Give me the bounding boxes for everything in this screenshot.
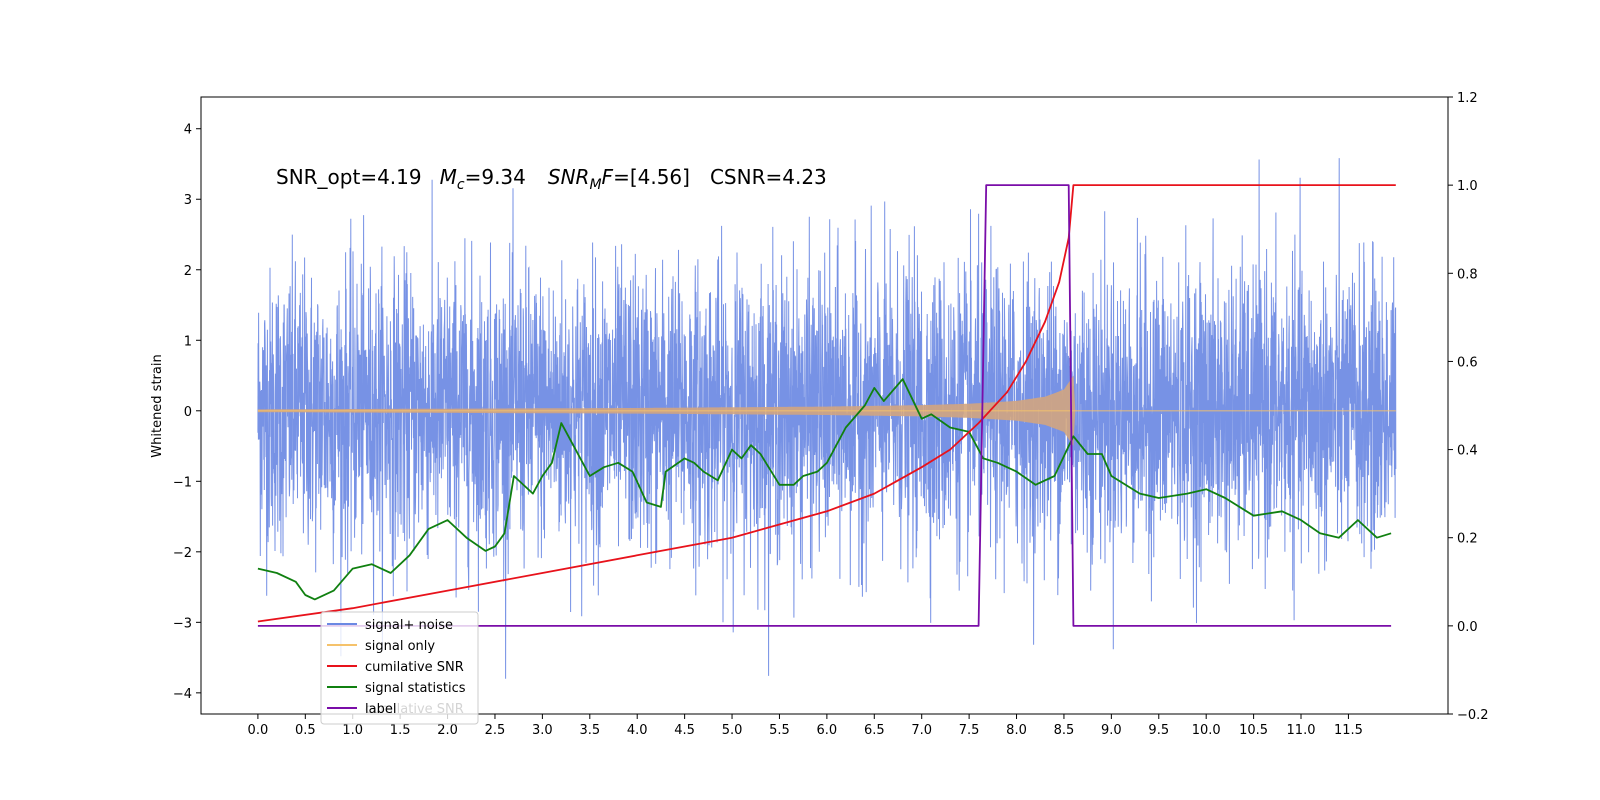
y-left-tick-label: 1 (184, 334, 192, 349)
y-right-tick-label: 0.2 (1457, 532, 1478, 547)
mc-subscript: c (457, 177, 465, 193)
x-tick-label: 7.0 (911, 723, 932, 738)
metrics-annotation: SNR_opt=4.19 Mc=9.34 SNRMF=[4.56] CSNR=4.23 (276, 165, 827, 193)
legend-ghost-text: cumilative SNR (365, 702, 464, 717)
y-right-tick-label: 0.6 (1457, 355, 1478, 370)
snrmf-value: =[4.56] (613, 165, 690, 189)
x-tick-label: 9.0 (1101, 723, 1122, 738)
x-tick-label: 2.5 (485, 723, 506, 738)
y-left-tick-label: 3 (184, 193, 192, 208)
signal-statistics-line (257, 378, 1392, 601)
x-tick-label: 6.5 (864, 723, 885, 738)
y-right-tick-label: 0.8 (1457, 267, 1478, 282)
x-tick-label: 7.5 (959, 723, 980, 738)
legend-label: cumilative SNR (365, 660, 464, 675)
signal-noise-line (257, 158, 1397, 679)
y-right-tick-label: 0.0 (1457, 620, 1478, 635)
y-right-tick-label: 1.2 (1457, 91, 1478, 106)
mc-symbol: M (440, 165, 457, 189)
y-axis-label: Whitened strain (150, 354, 165, 457)
snrmf-tail: F (602, 165, 614, 189)
x-tick-label: 10.0 (1192, 723, 1221, 738)
x-tick-label: 5.5 (769, 723, 790, 738)
signal-noise-series (257, 158, 1397, 679)
x-tick-label: 1.5 (390, 723, 411, 738)
x-tick-label: 8.0 (1006, 723, 1027, 738)
x-tick-label: 4.0 (627, 723, 648, 738)
y-left-tick-label: 0 (184, 405, 192, 420)
x-tick-label: 11.0 (1287, 723, 1316, 738)
cumulative-snr-line (257, 184, 1396, 623)
y-right-tick-label: 1.0 (1457, 179, 1478, 194)
legend: cumilative SNR signal+ noise signal only c… (320, 611, 479, 725)
y-left-tick-label: 2 (184, 264, 192, 279)
y-left-tick-label: −2 (173, 546, 192, 561)
x-tick-label: 10.5 (1239, 723, 1268, 738)
snrmf-subscript: M (589, 177, 601, 193)
y-left-tick-label: −1 (173, 475, 192, 490)
x-tick-label: 1.0 (342, 723, 363, 738)
y-left-tick-label: −3 (173, 616, 192, 631)
snrmf-symbol: SNR (548, 165, 590, 189)
line-series-group (257, 184, 1396, 627)
snr-opt-text: SNR_opt=4.19 (276, 165, 422, 189)
x-tick-label: 0.5 (295, 723, 316, 738)
x-tick-label: 0.0 (248, 723, 269, 738)
signal-only-series (257, 375, 1396, 446)
label-line (257, 184, 1392, 627)
x-tick-label: 4.5 (674, 723, 695, 738)
legend-label: signal+ noise (365, 618, 453, 633)
y-left-tick-label: −4 (173, 687, 192, 702)
csnr-text: CSNR=4.23 (710, 165, 827, 189)
plot-frame (200, 96, 1449, 715)
x-tick-label: 11.5 (1334, 723, 1363, 738)
x-tick-label: 8.5 (1054, 723, 1075, 738)
x-axis: 0.0 0.5 1.0 1.5 2.0 2.5 3.0 3.5 4.0 4.5 5.0 5.5 6.0 6… (248, 714, 1363, 738)
y-right-tick-label: −0.2 (1457, 708, 1489, 723)
y-axis-right: 1.2 1.0 0.8 0.6 0.4 0.2 0.0 −0.2 (1448, 91, 1489, 723)
x-tick-label: 3.0 (532, 723, 553, 738)
legend-box (320, 611, 479, 725)
mc-value: =9.34 (465, 165, 526, 189)
x-tick-label: 5.0 (722, 723, 743, 738)
legend-label: signal only (365, 639, 435, 654)
x-tick-label: 2.0 (437, 723, 458, 738)
x-tick-label: 9.5 (1148, 723, 1169, 738)
x-tick-label: 6.0 (817, 723, 838, 738)
legend-label: signal statistics (365, 681, 466, 696)
y-right-tick-label: 0.4 (1457, 444, 1478, 459)
y-axis-left: 4 3 2 1 0 −1 −2 −3 −4 (173, 123, 201, 702)
legend-label: label (365, 702, 396, 717)
y-left-tick-label: 4 (184, 123, 192, 138)
x-tick-label: 3.5 (579, 723, 600, 738)
